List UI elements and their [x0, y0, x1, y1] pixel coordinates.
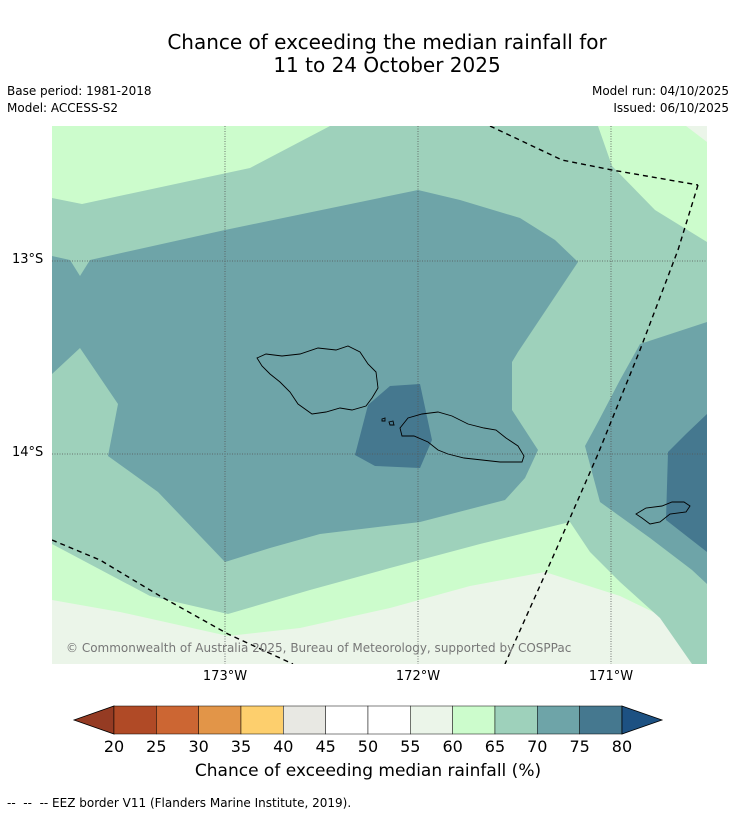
- colorbar-segment: [156, 705, 199, 735]
- colorbar-label: Chance of exceeding median rainfall (%): [194, 761, 542, 781]
- lon-label-172w: 172°W: [395, 669, 441, 684]
- colorbar: [72, 705, 664, 735]
- zone-75-80-east: [666, 414, 707, 552]
- colorbar-segment: [367, 705, 411, 735]
- colorbar-segment: [452, 705, 496, 735]
- eez-border: [52, 126, 699, 664]
- lon-label-171w: 171°W: [588, 669, 634, 684]
- upolu-island: [399, 411, 525, 463]
- apolima-islet: [388, 420, 395, 426]
- meta-right: Model run: 04/10/2025 Issued: 06/10/2025: [592, 83, 729, 117]
- colorbar-tick-label: 45: [315, 737, 336, 756]
- colorbar-segment: [283, 705, 326, 735]
- tutuila-island: [635, 501, 691, 525]
- zone-75-80: [355, 384, 432, 468]
- colorbar-extend-above: [621, 705, 664, 735]
- colorbar-segment: [537, 705, 580, 735]
- colorbar-tick-label: 80: [611, 737, 633, 756]
- title-line-2: 11 to 24 October 2025: [273, 53, 501, 77]
- rainfall-map: [52, 126, 707, 664]
- meta-left: Base period: 1981-2018 Model: ACCESS-S2: [7, 83, 152, 117]
- colorbar-tick-label: 20: [103, 737, 125, 756]
- colorbar-tick-label: 55: [400, 737, 421, 756]
- chart-title: Chance of exceeding the median rainfall …: [0, 31, 736, 77]
- copyright-credit: © Commonwealth of Australia 2025, Bureau…: [66, 641, 572, 655]
- colorbar-segment: [494, 705, 538, 735]
- lon-label-173w: 173°W: [202, 669, 248, 684]
- model-run: Model run: 04/10/2025: [591, 84, 729, 98]
- issued-date: Issued: 06/10/2025: [613, 101, 729, 115]
- base-period: Base period: 1981-2018: [7, 84, 152, 98]
- zone-55-60-topright: [686, 126, 707, 142]
- lat-label-13s: 13°S: [12, 252, 44, 267]
- colorbar-segment: [579, 705, 623, 735]
- zone-70-75: [52, 190, 578, 562]
- colorbar-tick-label: 75: [569, 737, 590, 756]
- model-name: Model: ACCESS-S2: [7, 101, 119, 115]
- lat-label-14s: 14°S: [12, 445, 44, 460]
- coastlines: [256, 345, 691, 525]
- zone-55-60-bottom: [52, 572, 707, 664]
- colorbar-segment: [113, 705, 157, 735]
- eez-north: [489, 126, 699, 186]
- colorbar-segment: [240, 705, 284, 735]
- colorbar-tick-label: 70: [527, 737, 548, 756]
- savaii-island: [256, 345, 379, 415]
- colorbar-tick-label: 25: [146, 737, 167, 756]
- colorbar-tick-label: 30: [188, 737, 209, 756]
- eez-border-note: -- -- -- EEZ border V11 (Flanders Marine…: [7, 796, 352, 810]
- colorbar-segment: [325, 705, 369, 735]
- colorbar-tick-label: 40: [273, 737, 294, 756]
- colorbar-segment: [410, 705, 453, 735]
- title-line-1: Chance of exceeding the median rainfall …: [167, 30, 607, 54]
- colorbar-tick-label: 60: [442, 737, 463, 756]
- eez-east: [504, 184, 699, 664]
- colorbar-tick-label: 65: [484, 737, 506, 756]
- manono-islet: [381, 417, 386, 422]
- colorbar-extend-below: [72, 705, 115, 735]
- graticule: [52, 126, 707, 664]
- colorbar-tick-label: 50: [357, 737, 379, 756]
- colorbar-segment: [198, 705, 242, 735]
- colorbar-tick-label: 35: [230, 737, 252, 756]
- eez-southwest: [52, 539, 294, 664]
